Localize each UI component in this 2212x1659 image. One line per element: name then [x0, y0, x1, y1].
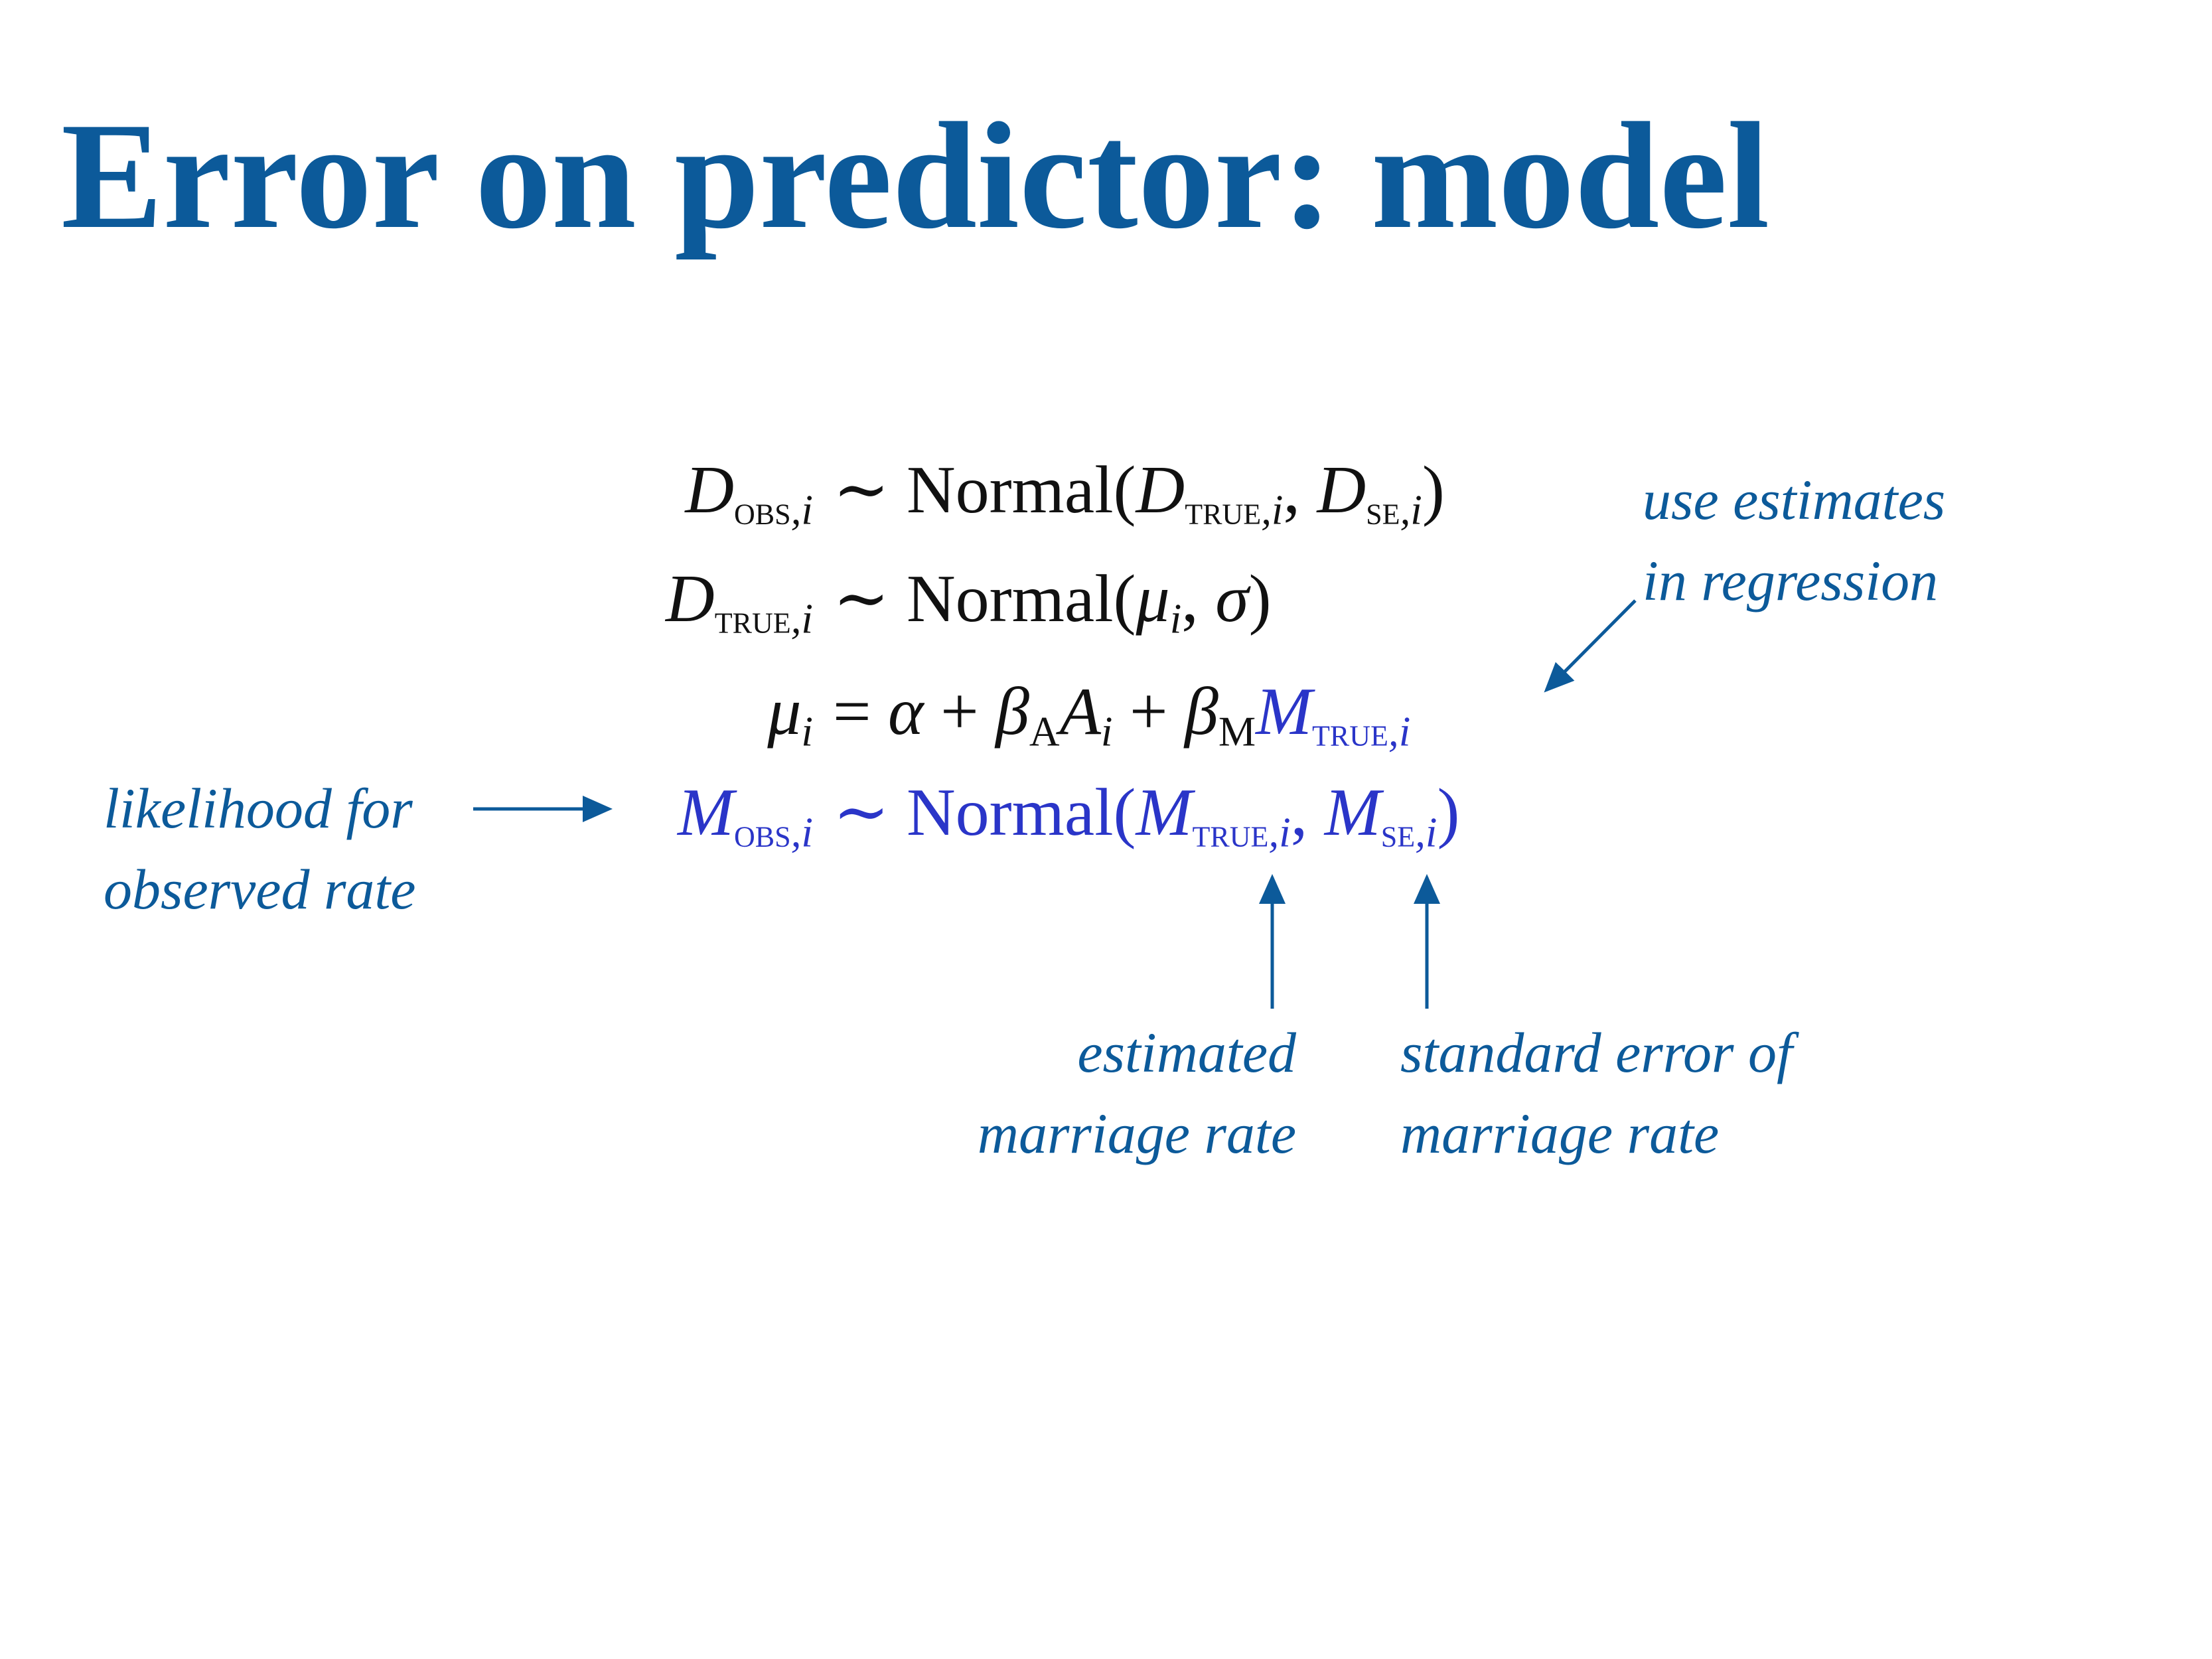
- m-obs-symbol: M: [678, 775, 735, 850]
- annotation-likelihood: likelihood for observed rate: [104, 776, 416, 921]
- annotation-use-estimates: use estimates in regression: [1643, 468, 1946, 613]
- equation-m-obs-rhs: ∼ Normal(Mtrue,i, Mse,i): [833, 775, 1460, 856]
- equation-d-obs-rhs: ∼ Normal(Dtrue,i, Dse,i): [833, 453, 1445, 534]
- equals-operator: =: [833, 674, 871, 749]
- annotation-estimated: estimated marriage rate: [977, 1021, 1296, 1165]
- normal-function: Normal: [906, 453, 1114, 528]
- mu-symbol: μ: [767, 674, 802, 749]
- sim-operator: ∼: [833, 775, 890, 850]
- sim-operator: ∼: [833, 561, 890, 636]
- m-true-term: Mtrue,i: [1256, 674, 1411, 755]
- d-obs-symbol: D: [685, 453, 735, 528]
- slide-title: Error on predictor: model: [61, 91, 1770, 260]
- annotation-standard-error: standard error of marriage rate: [1400, 1021, 1793, 1165]
- equation-mu-rhs: = α + βAAi + βMMtrue,i: [833, 674, 1411, 755]
- arrow-use-estimates: [1544, 599, 1637, 693]
- equation-d-true-rhs: ∼ Normal(μi, σ): [833, 561, 1272, 642]
- normal-function: Normal: [906, 561, 1114, 636]
- normal-function: Normal: [906, 775, 1114, 850]
- sim-operator: ∼: [833, 453, 890, 528]
- d-true-symbol: D: [666, 561, 715, 636]
